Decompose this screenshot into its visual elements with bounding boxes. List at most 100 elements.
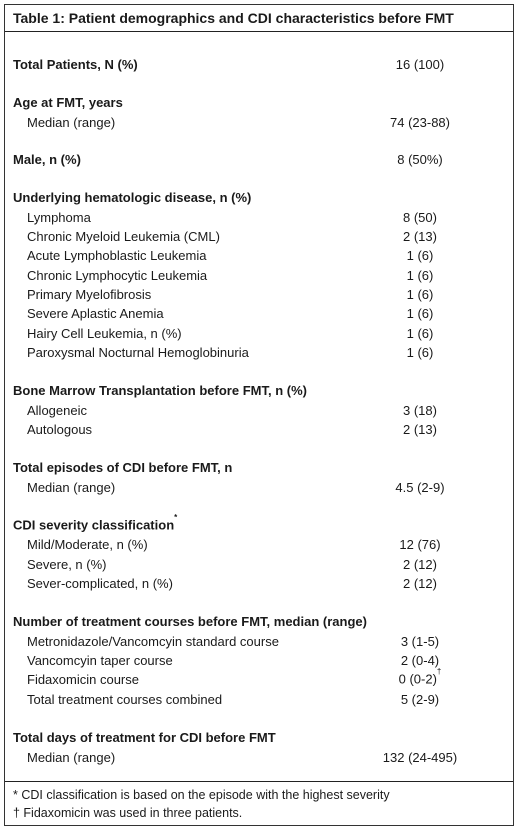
- row-value: 1 (6): [335, 306, 505, 321]
- row-label: Autologous: [27, 422, 92, 437]
- row-value-text: 3 (18): [403, 402, 437, 418]
- row-value: 132 (24-495): [335, 750, 505, 765]
- row-value: 5 (2-9): [335, 692, 505, 707]
- row-label-text: Chronic Myeloid Leukemia (CML): [27, 228, 220, 244]
- table-row: Hairy Cell Leukemia, n (%) 1 (6): [5, 323, 513, 343]
- row-label: Median (range): [27, 750, 115, 765]
- table-body: Total Patients, N (%) 16 (100) Age at FMT,…: [5, 32, 513, 784]
- row-value-text: 4.5 (2-9): [395, 479, 445, 495]
- row-value: 8 (50%): [335, 152, 505, 167]
- row-value-text: 2 (13): [403, 228, 437, 244]
- table-row: Median (range) 4.5 (2-9): [5, 477, 513, 497]
- row-label: Primary Myelofibrosis: [27, 287, 151, 302]
- row-label: Hairy Cell Leukemia, n (%): [27, 326, 182, 341]
- row-value-text: 5 (2-9): [400, 691, 440, 707]
- row-label: Allogeneic: [27, 403, 87, 418]
- row-value-text: 1 (6): [406, 267, 434, 283]
- row-label: Acute Lymphoblastic Leukemia: [27, 248, 206, 263]
- row-label: Severe, n (%): [27, 557, 106, 572]
- row-label: Total episodes of CDI before FMT, n: [13, 460, 232, 475]
- footnote-fidaxomicin: † Fidaxomicin was used in three patients…: [13, 806, 243, 820]
- table-section-header: Bone Marrow Transplantation before FMT, …: [5, 380, 513, 400]
- table-row: Metronidazole/Vancomcyin standard course…: [5, 631, 513, 651]
- table-footnotes: * CDI classification is based on the epi…: [5, 781, 513, 825]
- row-label: Paroxysmal Nocturnal Hemoglobinuria: [27, 345, 249, 360]
- table-document: Table 1: Patient demographics and CDI ch…: [4, 4, 514, 826]
- table-row: Total treatment courses combined 5 (2-9): [5, 689, 513, 709]
- row-label: Bone Marrow Transplantation before FMT, …: [13, 383, 307, 398]
- row-value-text: 1 (6): [406, 247, 434, 263]
- row-value: 12 (76): [335, 537, 505, 552]
- table-row: Autologous 2 (13): [5, 419, 513, 439]
- row-value-text: 1 (6): [406, 286, 434, 302]
- row-value-text: 3 (1-5): [400, 633, 440, 649]
- row-label-text: Median (range): [27, 479, 116, 495]
- row-label-text: Underlying hematologic disease, n (%): [13, 189, 252, 205]
- row-label-text: Allogeneic: [27, 402, 87, 418]
- table-row: Severe Aplastic Anemia 1 (6): [5, 303, 513, 323]
- footnote-marker: †: [436, 667, 442, 677]
- row-label-text: CDI severity classification: [13, 517, 175, 533]
- row-label-text: Bone Marrow Transplantation before FMT, …: [13, 382, 307, 398]
- row-label-text: Lymphoma: [27, 209, 91, 225]
- row-label: CDI severity classification*: [13, 513, 177, 533]
- table-section-header: Total Patients, N (%) 16 (100): [5, 54, 513, 74]
- table-row: Paroxysmal Nocturnal Hemoglobinuria 1 (6): [5, 342, 513, 362]
- row-value-text: 2 (13): [403, 421, 437, 437]
- table-row: Median (range) 74 (23-88): [5, 112, 513, 132]
- row-label: Mild/Moderate, n (%): [27, 537, 148, 552]
- table-section-header: Underlying hematologic disease, n (%): [5, 187, 513, 207]
- row-value: 8 (50): [335, 210, 505, 225]
- table-row: Primary Myelofibrosis 1 (6): [5, 284, 513, 304]
- row-label-text: Median (range): [27, 749, 116, 765]
- table-row: Allogeneic 3 (18): [5, 400, 513, 420]
- row-value: 2 (12): [335, 576, 505, 591]
- row-value-text: 12 (76): [399, 536, 441, 552]
- row-label: Median (range): [27, 115, 115, 130]
- row-label-text: Total episodes of CDI before FMT, n: [13, 459, 233, 475]
- row-value: 2 (13): [335, 422, 505, 437]
- row-value: 2 (0-4): [335, 653, 505, 668]
- row-value: 1 (6): [335, 268, 505, 283]
- row-value-text: 2 (12): [403, 556, 437, 572]
- row-label-text: Vancomcyin taper course: [27, 652, 173, 668]
- table-section-header: Total days of treatment for CDI before F…: [5, 727, 513, 747]
- row-label-text: Severe Aplastic Anemia: [27, 305, 164, 321]
- table-row: Sever-complicated, n (%) 2 (12): [5, 573, 513, 593]
- row-label: Total treatment courses combined: [27, 692, 222, 707]
- table-row: Chronic Myeloid Leukemia (CML) 2 (13): [5, 226, 513, 246]
- table-section-header: CDI severity classification*: [5, 513, 513, 535]
- row-label-text: Male, n (%): [13, 151, 81, 167]
- row-label: Median (range): [27, 480, 115, 495]
- table-row: Acute Lymphoblastic Leukemia 1 (6): [5, 245, 513, 265]
- row-value: 3 (18): [335, 403, 505, 418]
- table-row: Lymphoma 8 (50): [5, 207, 513, 227]
- row-label-text: Sever-complicated, n (%): [27, 575, 173, 591]
- row-value-text: 0 (0-2): [398, 671, 437, 687]
- row-label-text: Primary Myelofibrosis: [27, 286, 152, 302]
- row-label-text: Median (range): [27, 114, 116, 130]
- row-value: 16 (100): [335, 57, 505, 72]
- table-row: Fidaxomicin course 0 (0-2)†: [5, 667, 513, 689]
- row-label-text: Severe, n (%): [27, 556, 107, 572]
- row-label: Age at FMT, years: [13, 95, 123, 110]
- row-label: Total days of treatment for CDI before F…: [13, 730, 276, 745]
- row-label: Total Patients, N (%): [13, 57, 138, 72]
- row-value-text: 1 (6): [406, 344, 434, 360]
- row-value: 1 (6): [335, 345, 505, 360]
- row-label-text: Age at FMT, years: [13, 94, 123, 110]
- row-label-text: Paroxysmal Nocturnal Hemoglobinuria: [27, 344, 249, 360]
- row-value-text: 8 (50%): [397, 151, 443, 167]
- row-label-text: Metronidazole/Vancomcyin standard course: [27, 633, 279, 649]
- footnote-marker: *: [174, 513, 178, 523]
- row-label-text: Total Patients, N (%): [13, 56, 138, 72]
- row-value: 74 (23-88): [335, 115, 505, 130]
- row-label-text: Chronic Lymphocytic Leukemia: [27, 267, 208, 283]
- table-section-header: Total episodes of CDI before FMT, n: [5, 457, 513, 477]
- row-value: 1 (6): [335, 248, 505, 263]
- row-label: Vancomcyin taper course: [27, 653, 173, 668]
- row-value-text: 1 (6): [406, 325, 434, 341]
- table-row: Vancomcyin taper course 2 (0-4): [5, 650, 513, 670]
- footnote-severity: * CDI classification is based on the epi…: [13, 788, 390, 802]
- row-label: Fidaxomicin course: [27, 672, 139, 687]
